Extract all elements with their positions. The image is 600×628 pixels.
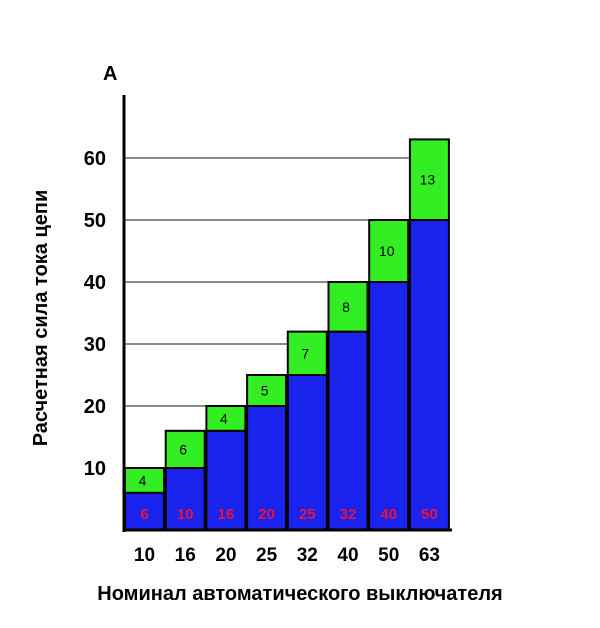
bar-top-32 (286, 330, 328, 377)
y-tick-50: 50 (84, 210, 106, 232)
bar-bottom-label-63: 50 (421, 506, 438, 523)
bar-top-25 (246, 374, 288, 407)
y-tick-10: 10 (84, 458, 106, 480)
x-tick-50: 50 (378, 545, 399, 566)
bar-top-label-20: 4 (220, 410, 228, 426)
bar-top-label-50: 10 (379, 243, 395, 259)
bar-bottom-63 (408, 219, 450, 531)
bar-bottom-label-32: 25 (299, 506, 316, 523)
bar-bottom-50 (368, 281, 410, 531)
bar-bottom-25 (246, 405, 288, 531)
bar-bottom-label-10: 6 (140, 506, 148, 523)
bar-top-16 (164, 429, 206, 469)
y-tick-30: 30 (84, 334, 106, 356)
bar-bottom-label-50: 40 (380, 506, 397, 523)
x-tick-20: 20 (215, 545, 236, 566)
y-tick-labels: 10 20 30 40 50 60 (84, 148, 106, 480)
bar-top-50 (368, 219, 410, 283)
y-tick-20: 20 (84, 396, 106, 418)
bar-bottom-label-20: 16 (218, 506, 235, 523)
y-unit-label: A (103, 63, 117, 85)
bars: 6 4 10 6 16 4 20 5 25 7 32 8 40 10 50 13 (124, 138, 450, 531)
x-tick-40: 40 (337, 545, 358, 566)
bar-bottom-label-16: 10 (177, 506, 194, 523)
x-tick-32: 32 (297, 545, 318, 566)
y-axis-label: Расчетная сила тока цепи (30, 190, 52, 447)
bar-top-label-16: 6 (179, 441, 187, 457)
x-axis-label: Номинал автоматического выключателя (97, 583, 502, 605)
x-tick-16: 16 (175, 545, 196, 566)
bar-top-40 (327, 281, 369, 333)
bar-top-20 (205, 405, 247, 432)
x-tick-labels: 10 16 20 25 32 40 50 63 (134, 545, 440, 566)
bar-bottom-label-25: 20 (258, 506, 275, 523)
bar-top-label-32: 7 (301, 345, 309, 361)
bar-bottom-40 (327, 330, 369, 531)
bar-top-label-25: 5 (261, 383, 269, 399)
x-tick-63: 63 (419, 545, 440, 566)
bar-top-label-10: 4 (139, 472, 147, 488)
bar-bottom-label-40: 32 (340, 506, 357, 523)
x-tick-10: 10 (134, 545, 155, 566)
x-tick-25: 25 (256, 545, 278, 566)
bar-bottom-20 (205, 429, 247, 531)
y-tick-40: 40 (84, 272, 106, 294)
bar-top-63 (408, 138, 450, 221)
y-tick-60: 60 (84, 148, 106, 170)
bar-bottom-16 (164, 467, 206, 531)
bar-top-label-63: 13 (420, 172, 436, 188)
axes (122, 95, 452, 532)
bar-top-label-40: 8 (342, 299, 350, 315)
